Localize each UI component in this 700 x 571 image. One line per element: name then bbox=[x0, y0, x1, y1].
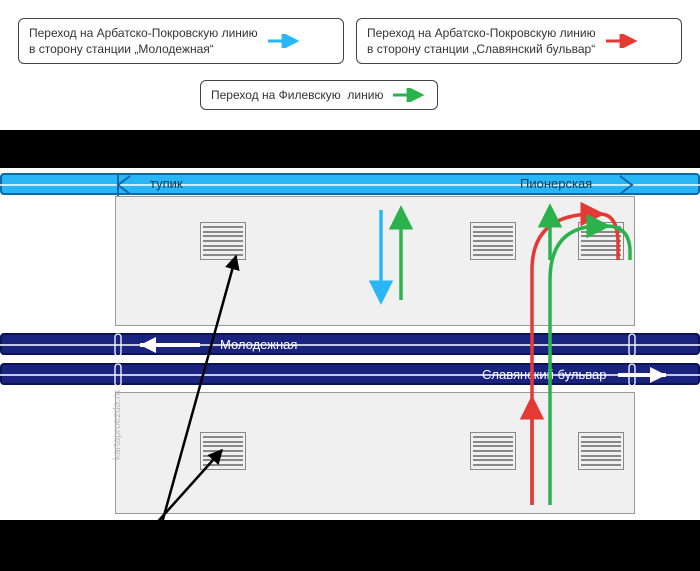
legend-left-line1: Переход на Арбатско-Покровскую линию bbox=[29, 26, 258, 40]
stairs-icon bbox=[470, 222, 516, 260]
legend-text-left: Переход на Арбатско-Покровскую линию в с… bbox=[29, 25, 258, 57]
watermark: kartaproezda.ru bbox=[112, 390, 123, 460]
legend-box-left: Переход на Арбатско-Покровскую линию в с… bbox=[18, 18, 344, 64]
legend-arrow-red-icon bbox=[604, 34, 640, 48]
frame-bar-bottom bbox=[0, 520, 700, 571]
track-filevskaya-right-label: Пионерская bbox=[520, 176, 592, 191]
track-filevskaya-left-label: тупик bbox=[150, 176, 183, 191]
frame-bar-top bbox=[0, 130, 700, 168]
legend-arrow-blue-icon bbox=[266, 34, 302, 48]
legend-text-right: Переход на Арбатско-Покровскую линию в с… bbox=[367, 25, 596, 57]
stairs-icon bbox=[200, 222, 246, 260]
legend-center-text: Переход на Филевскую линию bbox=[211, 87, 383, 103]
legend-box-right: Переход на Арбатско-Покровскую линию в с… bbox=[356, 18, 682, 64]
platform-upper bbox=[115, 196, 635, 326]
track-filevskaya-overlay bbox=[0, 168, 700, 202]
legend-left-line2: в сторону станции „Молодежная“ bbox=[29, 42, 214, 56]
platform-lower bbox=[115, 392, 635, 514]
track-arbatsko-top-label: Молодежная bbox=[220, 337, 297, 352]
legend-right-line2: в сторону станции „Славянский бульвар“ bbox=[367, 42, 595, 56]
legend-arrow-green-icon bbox=[391, 88, 427, 102]
track-arbatsko-bottom-label: Славянский бульвар bbox=[482, 367, 606, 382]
stairs-icon bbox=[470, 432, 516, 470]
stairs-icon bbox=[578, 222, 624, 260]
track-arbatsko-overlay bbox=[0, 328, 700, 392]
legend-right-line1: Переход на Арбатско-Покровскую линию bbox=[367, 26, 596, 40]
stairs-icon bbox=[578, 432, 624, 470]
stairs-icon bbox=[200, 432, 246, 470]
legend-box-center: Переход на Филевскую линию bbox=[200, 80, 438, 110]
